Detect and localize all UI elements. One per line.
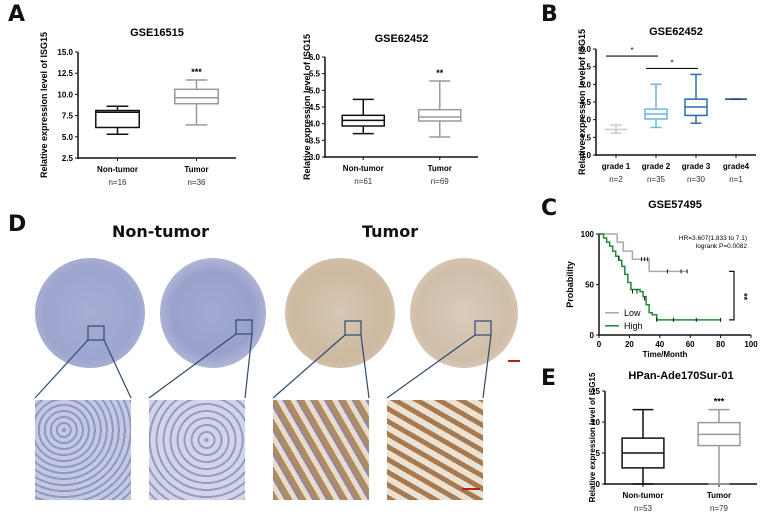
svg-text:Tumor: Tumor xyxy=(428,164,452,173)
svg-text:4.0: 4.0 xyxy=(309,120,321,129)
svg-text:n=36: n=36 xyxy=(187,178,206,187)
svg-text:3.5: 3.5 xyxy=(580,133,592,142)
svg-text:6.0: 6.0 xyxy=(580,45,592,54)
ihc-zoom-tumor-1 xyxy=(273,400,369,500)
svg-text:Non-tumor: Non-tumor xyxy=(343,164,384,173)
svg-text:20: 20 xyxy=(625,340,634,349)
svg-text:n=30: n=30 xyxy=(687,175,706,184)
svg-text:**: ** xyxy=(739,293,749,301)
svg-text:2.5: 2.5 xyxy=(62,154,74,163)
svg-text:GSE62452: GSE62452 xyxy=(649,26,703,38)
svg-text:n=16: n=16 xyxy=(108,178,127,187)
svg-text:Low: Low xyxy=(624,308,641,318)
chart-c-3: GSE57495 0 50 100 Probability Time/Month 0 20 40… xyxy=(565,199,758,359)
svg-text:logrank P=0.0082: logrank P=0.0082 xyxy=(696,243,748,250)
svg-text:5.0: 5.0 xyxy=(309,86,321,95)
svg-text:n=61: n=61 xyxy=(354,177,373,186)
svg-text:grade4: grade4 xyxy=(723,162,750,171)
svg-text:0: 0 xyxy=(596,480,601,489)
svg-text:n=79: n=79 xyxy=(710,504,729,512)
tissue-core-tumor-1 xyxy=(285,258,395,368)
svg-text:40: 40 xyxy=(655,340,664,349)
svg-text:6.0: 6.0 xyxy=(309,53,321,62)
svg-text:GSE16515: GSE16515 xyxy=(130,27,184,39)
tissue-core-non-tumor-2 xyxy=(160,258,266,368)
svg-text:***: *** xyxy=(714,397,725,407)
svg-text:n=69: n=69 xyxy=(431,177,450,186)
svg-text:7.5: 7.5 xyxy=(62,112,74,121)
svg-text:12.5: 12.5 xyxy=(57,69,73,78)
ihc-zoom-tumor-2 xyxy=(387,400,483,500)
chart-a-0: GSE16515 2.5 5.0 7.5 10.0 12.5 15.0 Relative ex… xyxy=(39,27,236,187)
svg-text:100: 100 xyxy=(581,230,595,239)
svg-text:GSE57495: GSE57495 xyxy=(648,199,702,211)
svg-text:Relative expression level of I: Relative expression level of ISG15 xyxy=(39,32,49,178)
panel-label-d: D xyxy=(8,212,27,237)
svg-text:Non-tumor: Non-tumor xyxy=(97,165,138,174)
svg-text:50: 50 xyxy=(585,281,594,290)
svg-text:5.0: 5.0 xyxy=(62,133,74,142)
svg-text:Relative expression level of I: Relative expression level of ISG15 xyxy=(577,29,587,175)
svg-text:***: *** xyxy=(191,67,202,77)
svg-text:15.0: 15.0 xyxy=(57,48,73,57)
svg-text:3.5: 3.5 xyxy=(309,136,321,145)
panel-label-e: E xyxy=(541,366,557,391)
svg-text:HPan-Ade170Sur-01: HPan-Ade170Sur-01 xyxy=(628,370,733,382)
svg-text:60: 60 xyxy=(686,340,695,349)
svg-text:5.5: 5.5 xyxy=(580,63,592,72)
svg-text:Non-tumor: Non-tumor xyxy=(623,491,664,500)
svg-text:15: 15 xyxy=(591,387,600,396)
svg-text:**: ** xyxy=(436,68,444,78)
svg-text:GSE62452: GSE62452 xyxy=(375,33,429,45)
ihc-non-tumor-title: Non-tumor xyxy=(112,222,210,241)
svg-text:Tumor: Tumor xyxy=(707,491,731,500)
svg-text:HR=3.607(1.833 to 7.1): HR=3.607(1.833 to 7.1) xyxy=(679,235,747,242)
svg-text:grade 2: grade 2 xyxy=(642,162,671,171)
svg-text:*: * xyxy=(670,58,673,67)
svg-text:n=1: n=1 xyxy=(729,175,743,184)
svg-text:5.0: 5.0 xyxy=(580,80,592,89)
panel-label-c: C xyxy=(541,196,558,221)
tissue-core-tumor-2 xyxy=(410,258,518,368)
ihc-tumor-title: Tumor xyxy=(362,222,419,241)
svg-text:80: 80 xyxy=(716,340,725,349)
svg-text:5: 5 xyxy=(596,449,601,458)
svg-text:Time/Month: Time/Month xyxy=(643,350,688,359)
svg-text:n=2: n=2 xyxy=(609,175,623,184)
svg-text:High: High xyxy=(624,321,643,331)
svg-text:n=35: n=35 xyxy=(647,175,666,184)
ihc-zoom-non-tumor-1 xyxy=(35,400,131,500)
ihc-zoom-non-tumor-2 xyxy=(149,400,245,500)
svg-text:5.5: 5.5 xyxy=(309,70,321,79)
svg-text:10.0: 10.0 xyxy=(57,90,73,99)
svg-text:0: 0 xyxy=(590,331,595,340)
svg-text:4.0: 4.0 xyxy=(580,116,592,125)
svg-text:grade 3: grade 3 xyxy=(682,162,711,171)
svg-text:3.0: 3.0 xyxy=(580,151,592,160)
svg-text:grade 1: grade 1 xyxy=(602,162,631,171)
tissue-core-non-tumor-1 xyxy=(35,258,145,368)
panel-label-b: B xyxy=(541,2,558,27)
svg-text:Tumor: Tumor xyxy=(184,165,208,174)
svg-text:n=53: n=53 xyxy=(634,504,653,512)
svg-text:Relative expression level of I: Relative expression level of ISG15 xyxy=(302,34,312,180)
panel-label-a: A xyxy=(8,2,26,27)
svg-text:0: 0 xyxy=(597,340,602,349)
svg-text:Probability: Probability xyxy=(565,261,575,308)
svg-text:4.5: 4.5 xyxy=(309,103,321,112)
svg-text:Relative expression level of I: Relative expression level of ISG15 xyxy=(588,372,597,502)
svg-text:10: 10 xyxy=(591,418,600,427)
svg-text:4.5: 4.5 xyxy=(580,98,592,107)
svg-text:3.0: 3.0 xyxy=(309,153,321,162)
svg-text:*: * xyxy=(630,46,633,55)
svg-text:100: 100 xyxy=(744,340,758,349)
